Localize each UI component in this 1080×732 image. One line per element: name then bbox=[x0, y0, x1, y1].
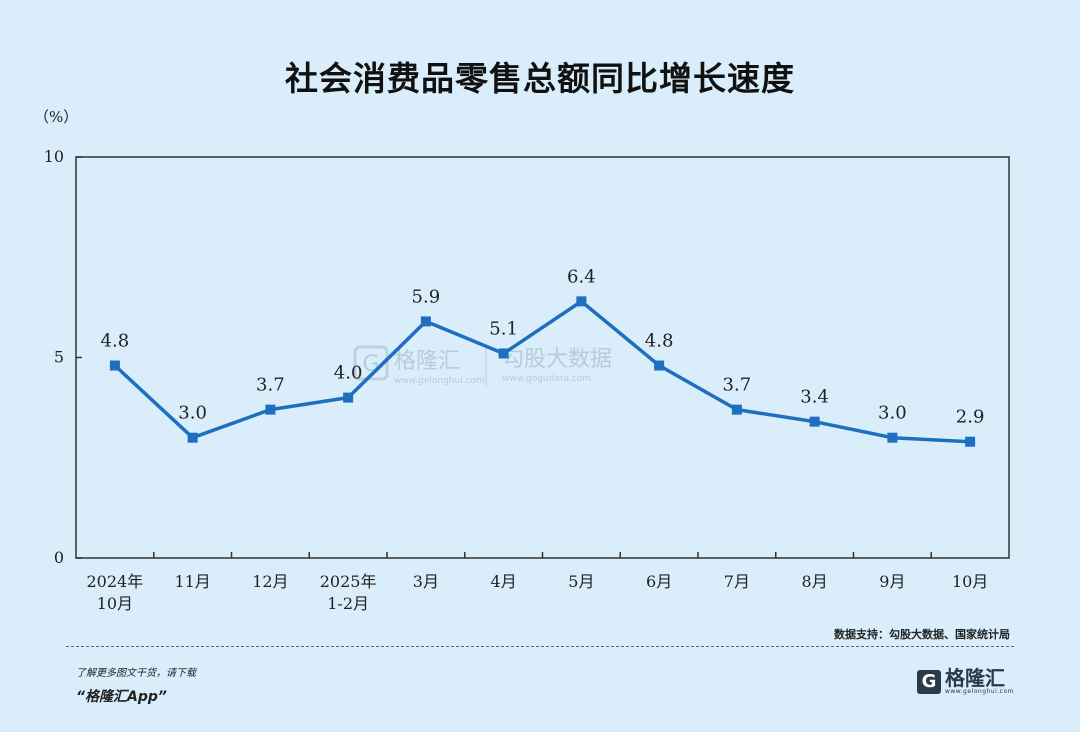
data-point bbox=[420, 316, 431, 327]
data-label: 6.4 bbox=[567, 266, 596, 287]
chart-title: 社会消费品零售总额同比增长速度 bbox=[285, 59, 795, 98]
data-point bbox=[498, 348, 509, 359]
divider bbox=[66, 646, 1014, 647]
x-tick-label: 8月 bbox=[802, 572, 828, 591]
y-tick-label: 10 bbox=[44, 147, 64, 166]
x-tick-label: 9月 bbox=[879, 572, 905, 591]
data-point bbox=[809, 416, 820, 427]
data-point bbox=[654, 360, 665, 371]
data-label: 4.8 bbox=[645, 331, 674, 352]
data-label: 4.8 bbox=[101, 331, 130, 352]
x-tick-label: 5月 bbox=[568, 572, 594, 591]
data-label: 3.7 bbox=[256, 375, 285, 396]
x-tick-label: 12月 bbox=[252, 572, 288, 591]
brand-url: www.gelonghui.com bbox=[944, 688, 1014, 695]
x-tick-label: 10月 bbox=[952, 572, 988, 591]
data-point bbox=[265, 404, 276, 415]
y-tick-label: 5 bbox=[54, 348, 64, 367]
data-point bbox=[187, 432, 198, 443]
footer-download-hint: 了解更多图文干货，请下载 bbox=[76, 668, 196, 679]
x-tick-label: 2025年 1-2月 bbox=[320, 572, 377, 613]
brand-logo: G 格隆汇 www.gelonghui.com bbox=[916, 666, 1014, 695]
x-tick-label: 6月 bbox=[646, 572, 672, 591]
y-unit-label: （%） bbox=[34, 108, 78, 126]
data-label: 3.0 bbox=[178, 403, 207, 424]
data-point bbox=[576, 296, 587, 307]
watermark-gogu-name: 勾股大数据 bbox=[502, 347, 612, 372]
brand-g-icon: G bbox=[916, 669, 941, 694]
data-label: 5.9 bbox=[412, 286, 441, 307]
data-label: 3.0 bbox=[878, 403, 907, 424]
brand-name: 格隆汇 bbox=[944, 666, 1005, 690]
x-tick-label: 3月 bbox=[413, 572, 439, 591]
data-point bbox=[887, 432, 898, 443]
x-tick-label: 7月 bbox=[724, 572, 750, 591]
x-tick-label: 4月 bbox=[491, 572, 517, 591]
data-point bbox=[109, 360, 120, 371]
watermark-g-icon bbox=[353, 345, 389, 381]
data-source: 数据支持：勾股大数据、国家统计局 bbox=[834, 628, 1010, 641]
watermark-gogu-url: www.gogudata.com bbox=[502, 374, 591, 384]
data-point bbox=[343, 392, 354, 403]
data-label: 5.1 bbox=[489, 318, 518, 339]
data-label: 2.9 bbox=[956, 407, 985, 428]
watermark-brand-name: 格隆汇 bbox=[394, 349, 460, 374]
x-tick-label: 2024年 10月 bbox=[87, 572, 144, 613]
footer-app-name: “格隆汇App” bbox=[76, 689, 167, 705]
watermark-brand-url: www.gelonghui.com bbox=[394, 376, 485, 386]
data-point bbox=[731, 404, 742, 415]
series-line bbox=[113, 299, 971, 444]
data-label: 3.4 bbox=[800, 387, 829, 408]
data-point bbox=[965, 436, 976, 447]
x-tick-label: 11月 bbox=[174, 572, 210, 591]
y-tick-label: 0 bbox=[54, 548, 64, 567]
data-label: 4.0 bbox=[334, 363, 363, 384]
line-chart: G 格隆汇www.gelonghui.com勾股大数据www.gogudata.c… bbox=[34, 108, 1010, 613]
data-label: 3.7 bbox=[723, 375, 752, 396]
